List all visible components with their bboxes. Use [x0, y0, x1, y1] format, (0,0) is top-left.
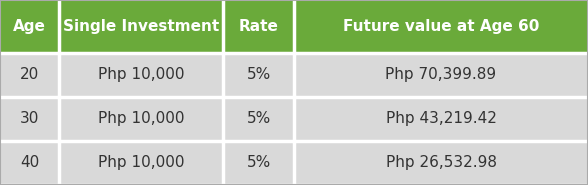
Bar: [223, 141, 294, 185]
Bar: [294, 97, 588, 141]
Bar: [223, 97, 294, 141]
Bar: [294, 141, 588, 185]
Text: Php 10,000: Php 10,000: [98, 111, 185, 126]
Bar: [59, 53, 223, 97]
Text: 30: 30: [20, 111, 39, 126]
Bar: [0, 97, 59, 141]
Text: Php 10,000: Php 10,000: [98, 67, 185, 82]
Bar: [294, 0, 588, 53]
Text: 5%: 5%: [246, 67, 271, 82]
Text: Rate: Rate: [239, 19, 279, 34]
Bar: [0, 0, 59, 53]
Bar: [0, 141, 59, 185]
Text: Age: Age: [13, 19, 46, 34]
Text: 5%: 5%: [246, 111, 271, 126]
Bar: [59, 0, 223, 53]
Bar: [59, 141, 223, 185]
Text: Php 70,399.89: Php 70,399.89: [386, 67, 496, 82]
Bar: [59, 97, 223, 141]
Text: 5%: 5%: [246, 155, 271, 170]
Bar: [223, 53, 294, 97]
Bar: [223, 0, 294, 53]
Text: Php 26,532.98: Php 26,532.98: [386, 155, 496, 170]
Text: Php 10,000: Php 10,000: [98, 155, 185, 170]
Bar: [294, 53, 588, 97]
Text: Future value at Age 60: Future value at Age 60: [343, 19, 539, 34]
Text: 20: 20: [20, 67, 39, 82]
Bar: [0, 53, 59, 97]
Text: Single Investment: Single Investment: [63, 19, 219, 34]
Text: 40: 40: [20, 155, 39, 170]
Text: Php 43,219.42: Php 43,219.42: [386, 111, 496, 126]
